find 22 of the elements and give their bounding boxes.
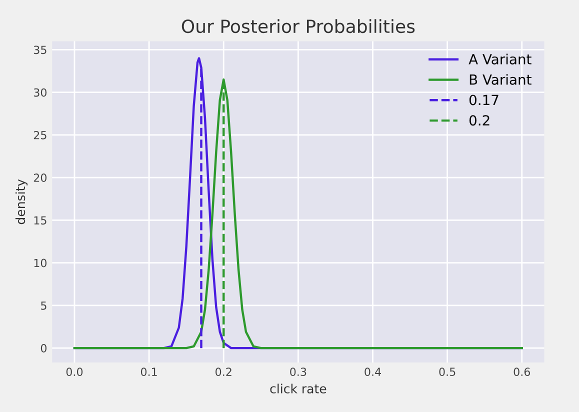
x-tick-label: 0.1: [140, 368, 157, 376]
x-axis-title: click rate: [270, 384, 326, 394]
x-tick-label: 0.6: [514, 368, 530, 376]
y-tick-label: 0: [40, 344, 47, 352]
legend-label: A Variant: [468, 54, 532, 64]
x-tick-label: 0.0: [66, 368, 83, 376]
y-axis-title: density: [15, 179, 28, 224]
legend-label: B Variant: [470, 74, 532, 85]
chart-title: Our Posterior Probabilities: [182, 19, 415, 34]
y-tick-label: 30: [34, 88, 47, 97]
x-tick-label: 0.5: [439, 368, 456, 376]
x-tick-label: 0.3: [290, 368, 306, 376]
x-tick-label: 0.4: [364, 368, 381, 376]
y-tick-label: 20: [34, 174, 47, 182]
y-tick-label: 35: [34, 46, 46, 54]
x-tick-label: 0.2: [216, 368, 232, 376]
y-tick-label: 10: [34, 258, 47, 268]
y-tick-label: 25: [34, 130, 46, 140]
legend-label: 0.2: [469, 115, 490, 126]
legend-label: 0.17: [469, 94, 498, 106]
y-tick-label: 15: [34, 216, 46, 225]
y-tick-label: 5: [41, 302, 46, 310]
